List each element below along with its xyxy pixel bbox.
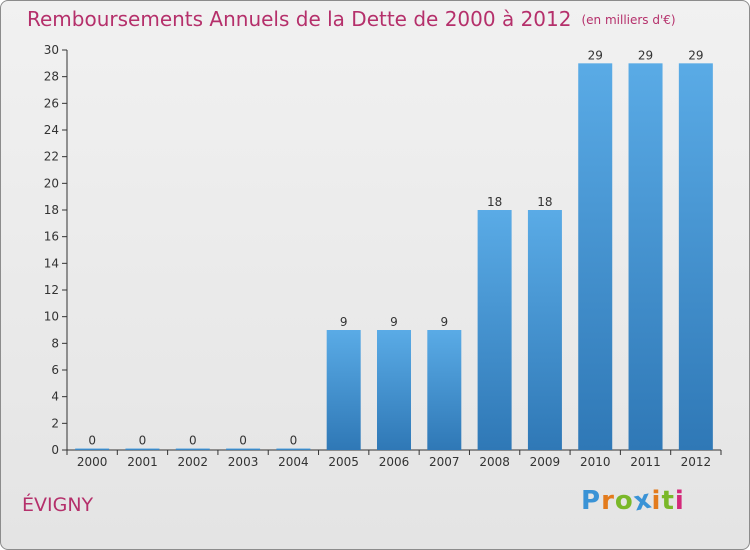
bar-value-label: 18 bbox=[537, 195, 552, 209]
bar-value-label: 29 bbox=[588, 48, 603, 62]
bar-value-label: 9 bbox=[390, 315, 398, 329]
x-tick-label: 2004 bbox=[278, 455, 309, 469]
proxiti-logo: Proxiti bbox=[581, 484, 685, 517]
y-tick-label: 24 bbox=[44, 123, 59, 137]
y-tick-label: 4 bbox=[51, 390, 59, 404]
y-tick-label: 8 bbox=[51, 336, 59, 350]
x-tick-label: 2003 bbox=[228, 455, 259, 469]
bar bbox=[477, 210, 512, 450]
commune-name: ÉVIGNY bbox=[22, 494, 94, 516]
bar-value-label: 0 bbox=[88, 434, 96, 448]
y-tick-label: 20 bbox=[44, 176, 59, 190]
bar bbox=[326, 330, 361, 450]
bar-value-label: 0 bbox=[239, 434, 247, 448]
bar bbox=[628, 63, 663, 450]
bar bbox=[75, 448, 110, 450]
bar bbox=[226, 448, 261, 450]
bar-value-label: 0 bbox=[139, 434, 147, 448]
y-tick-label: 10 bbox=[44, 310, 59, 324]
x-tick-label: 2008 bbox=[479, 455, 510, 469]
x-tick-label: 2002 bbox=[177, 455, 208, 469]
bar bbox=[578, 63, 613, 450]
logo-letter: i bbox=[674, 486, 685, 516]
bar bbox=[125, 448, 160, 450]
logo-letter: P bbox=[581, 486, 602, 516]
bar bbox=[678, 63, 713, 450]
bar bbox=[276, 448, 311, 450]
chart-title: Remboursements Annuels de la Dette de 20… bbox=[27, 7, 676, 31]
y-tick-label: 6 bbox=[51, 363, 59, 377]
x-tick-label: 2010 bbox=[580, 455, 611, 469]
x-tick-label: 2012 bbox=[681, 455, 712, 469]
logo-letter: t bbox=[661, 486, 675, 516]
bar-value-label: 9 bbox=[440, 315, 448, 329]
bar bbox=[377, 330, 411, 450]
chart-title-text: Remboursements Annuels de la Dette de 20… bbox=[27, 7, 572, 31]
y-tick-label: 22 bbox=[44, 150, 59, 164]
x-tick-label: 2001 bbox=[127, 455, 158, 469]
y-tick-label: 26 bbox=[44, 96, 59, 110]
logo-letter: o bbox=[614, 486, 634, 516]
x-tick-label: 2011 bbox=[630, 455, 661, 469]
x-tick-label: 2007 bbox=[429, 455, 460, 469]
bar-value-label: 0 bbox=[290, 434, 298, 448]
y-tick-label: 28 bbox=[44, 70, 59, 84]
logo-letter: r bbox=[601, 486, 615, 516]
y-tick-label: 0 bbox=[51, 443, 59, 457]
y-tick-label: 16 bbox=[44, 230, 59, 244]
bar-value-label: 29 bbox=[688, 48, 703, 62]
y-tick-label: 12 bbox=[44, 283, 59, 297]
y-tick-label: 18 bbox=[44, 203, 59, 217]
y-tick-label: 2 bbox=[51, 416, 59, 430]
y-tick-label: 14 bbox=[44, 256, 59, 270]
bar bbox=[527, 210, 562, 450]
bar bbox=[175, 448, 210, 450]
x-tick-label: 2005 bbox=[328, 455, 359, 469]
bar-value-label: 9 bbox=[340, 315, 348, 329]
logo-letter: i bbox=[651, 486, 662, 516]
bar-value-label: 0 bbox=[189, 434, 197, 448]
x-tick-label: 2009 bbox=[530, 455, 561, 469]
bar bbox=[427, 330, 462, 450]
x-tick-label: 2006 bbox=[379, 455, 410, 469]
x-tick-label: 2000 bbox=[77, 455, 108, 469]
y-tick-label: 30 bbox=[44, 43, 59, 57]
bar-value-label: 29 bbox=[638, 48, 653, 62]
bar-value-label: 18 bbox=[487, 195, 502, 209]
chart-subtitle: (en milliers d'€) bbox=[581, 13, 676, 27]
